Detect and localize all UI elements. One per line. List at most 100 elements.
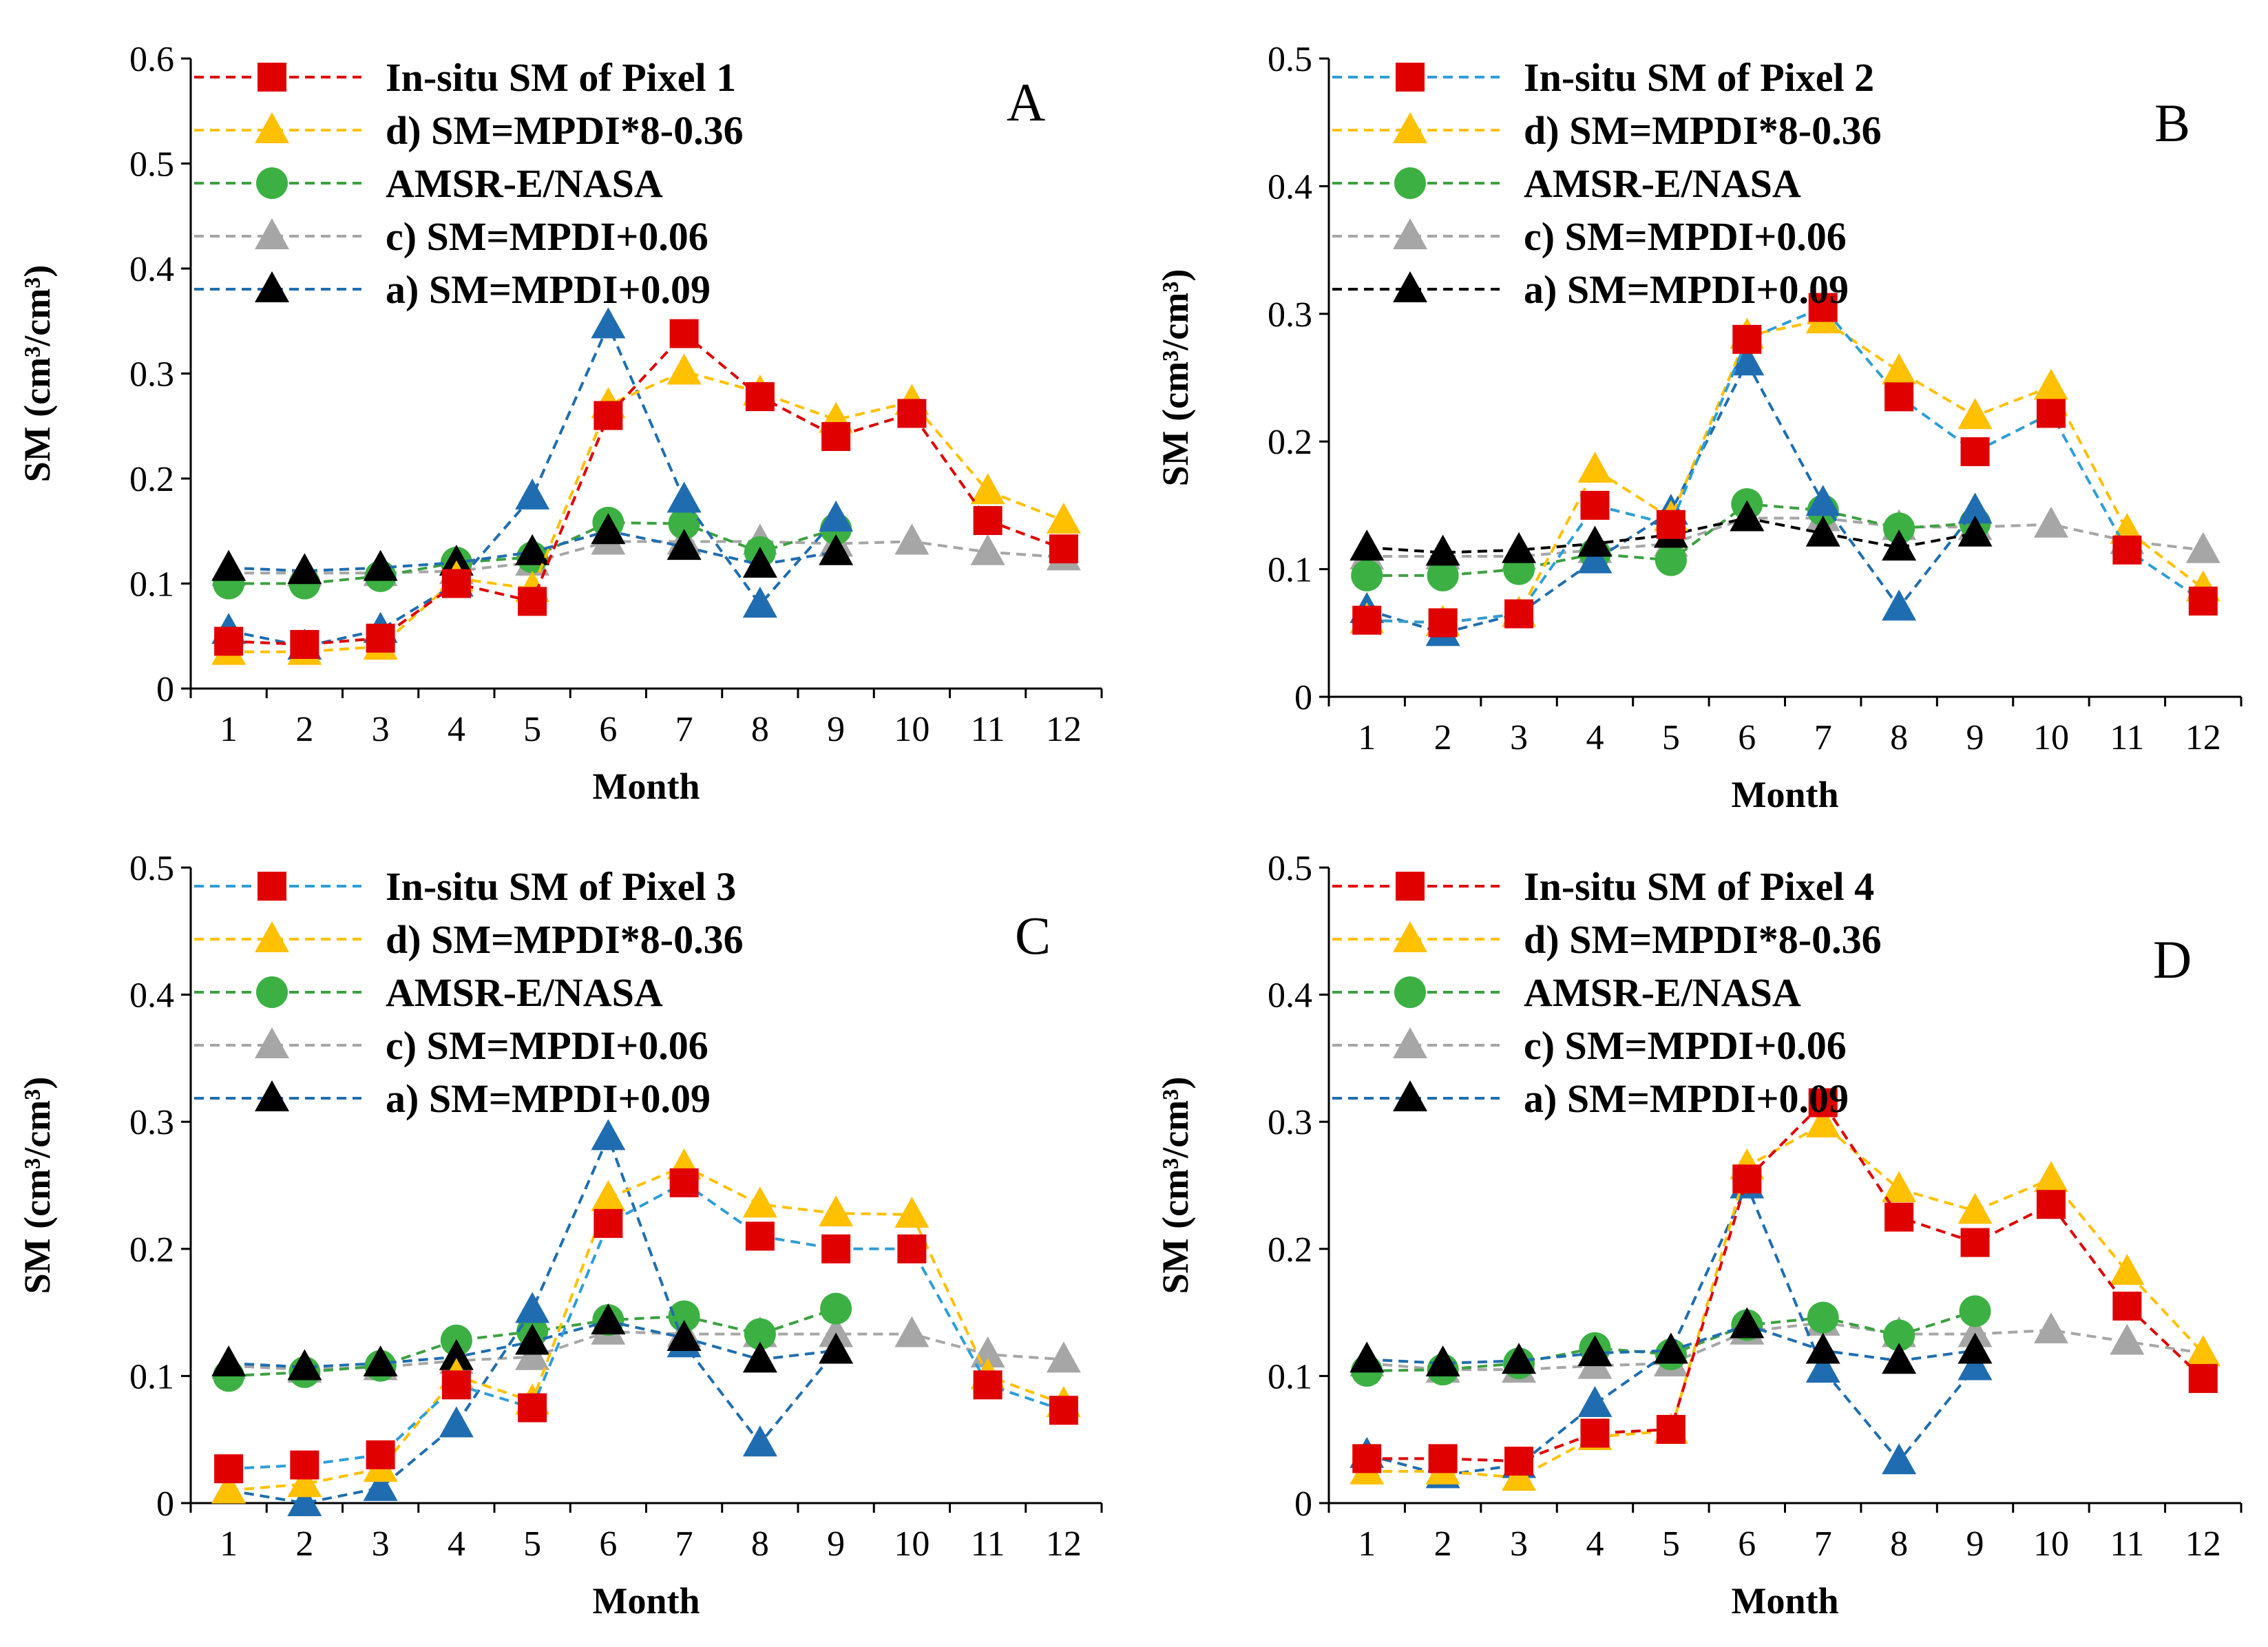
- data-point: [2185, 1335, 2220, 1367]
- data-point: [1884, 382, 1914, 412]
- legend-marker: [256, 167, 288, 199]
- x-tick-label: 11: [2110, 718, 2144, 757]
- series-d: [1350, 1106, 2220, 1491]
- x-tick-label: 1: [220, 710, 238, 749]
- series-a: [1350, 1307, 1993, 1376]
- data-point: [744, 1318, 776, 1350]
- x-tick-label: 12: [1046, 1524, 1082, 1564]
- y-tick-label: 0.4: [1268, 976, 1312, 1016]
- x-tick-label: 1: [220, 1524, 238, 1564]
- y-tick-label: 0.2: [1268, 423, 1312, 462]
- data-point: [287, 553, 322, 585]
- data-point: [1427, 559, 1459, 591]
- legend-item-c: c) SM=MPDI+0.06: [1332, 214, 1847, 259]
- data-point: [287, 1466, 322, 1498]
- series-line: [1367, 1122, 2205, 1480]
- data-point: [1882, 1343, 1917, 1374]
- y-tick-label: 0.1: [129, 1357, 174, 1396]
- data-point: [1805, 485, 1840, 516]
- data-point: [515, 478, 550, 510]
- series-a: [211, 513, 854, 585]
- series-line: [229, 540, 1064, 575]
- data-point: [742, 587, 777, 618]
- data-point: [2185, 532, 2220, 563]
- y-tick-label: 0: [156, 670, 174, 709]
- data-point: [1808, 293, 1838, 322]
- data-point: [441, 1370, 471, 1400]
- panel-letter: B: [2154, 93, 2190, 153]
- legend-marker: [258, 63, 286, 92]
- series-d: [211, 353, 1081, 665]
- data-point: [1957, 1332, 1993, 1364]
- data-point: [2036, 399, 2066, 428]
- x-tick-label: 9: [827, 710, 845, 749]
- x-tick-label: 7: [675, 710, 693, 749]
- data-point: [515, 534, 550, 565]
- legend-marker: [1393, 921, 1427, 952]
- data-point: [897, 399, 927, 428]
- data-point: [591, 513, 626, 545]
- legend-label: a) SM=MPDI+0.09: [386, 267, 711, 312]
- data-point: [819, 1195, 854, 1227]
- data-point: [1428, 1444, 1458, 1473]
- data-point: [363, 549, 398, 581]
- legend-label: In-situ SM of Pixel 1: [386, 55, 736, 100]
- data-point: [214, 1454, 244, 1484]
- legend: In-situ SM of Pixel 4 d) SM=MPDI*8-0.36 AM…: [1332, 864, 1882, 1121]
- data-point: [1656, 1414, 1686, 1444]
- y-tick-label: 0.3: [1268, 1103, 1312, 1142]
- data-point: [1957, 1316, 1993, 1347]
- series-line: [229, 1181, 1064, 1471]
- chart-panel-a: 00.10.20.30.40.50.61 2 3 4 5 6 7 8 9 10 11 12MonthS…: [17, 40, 1103, 807]
- data-point: [290, 1450, 319, 1480]
- legend: In-situ SM of Pixel 1 d) SM=MPDI*8-0.36 AM…: [194, 55, 744, 312]
- x-tick-label: 7: [675, 1524, 693, 1564]
- y-tick-label: 0.1: [1268, 551, 1312, 590]
- x-tick-label: 12: [1046, 710, 1082, 749]
- x-tick-label: 3: [1510, 1524, 1528, 1564]
- legend-item-c: c) SM=MPDI+0.06: [194, 1023, 708, 1068]
- data-point: [669, 319, 699, 348]
- legend-label: c) SM=MPDI+0.06: [1524, 214, 1847, 259]
- y-tick-label: 0.4: [1268, 167, 1312, 207]
- series-a: [1350, 500, 1993, 566]
- data-point: [594, 401, 623, 430]
- data-point: [1425, 534, 1460, 566]
- legend-label: AMSR-E/NASA: [1524, 970, 1801, 1015]
- x-tick-label: 5: [1662, 718, 1680, 757]
- x-tick-label: 6: [1738, 718, 1756, 757]
- data-point: [1884, 1202, 1914, 1232]
- x-tick-label: 10: [894, 710, 930, 749]
- legend-label: d) SM=MPDI*8-0.36: [386, 108, 744, 153]
- y-tick-label: 0: [156, 1485, 174, 1524]
- data-point: [214, 627, 244, 656]
- x-tick-label: 10: [2033, 718, 2069, 757]
- data-point: [439, 1406, 474, 1438]
- legend-marker: [256, 976, 288, 1008]
- x-tick-label: 3: [372, 1524, 390, 1564]
- y-tick-label: 0.2: [1268, 1230, 1312, 1270]
- legend-item-d: d) SM=MPDI*8-0.36: [194, 108, 744, 153]
- legend-label: In-situ SM of Pixel 3: [386, 864, 736, 909]
- y-tick-label: 0.2: [129, 1230, 174, 1270]
- data-point: [1883, 1319, 1915, 1352]
- y-tick-label: 0.5: [129, 145, 174, 185]
- data-point: [1730, 344, 1765, 376]
- x-tick-label: 2: [1434, 1524, 1452, 1564]
- data-point: [1046, 1341, 1081, 1373]
- data-point: [1957, 515, 1993, 547]
- data-point: [1504, 1447, 1534, 1476]
- legend-label: In-situ SM of Pixel 4: [1524, 864, 1874, 909]
- panel-letter: A: [1007, 72, 1045, 132]
- data-point: [1882, 529, 1917, 561]
- y-tick-label: 0.5: [129, 849, 174, 888]
- data-point: [742, 547, 777, 578]
- data-point: [1577, 1386, 1613, 1418]
- legend-marker: [255, 112, 289, 143]
- data-point: [1882, 353, 1917, 385]
- y-tick-label: 0.6: [129, 40, 174, 79]
- x-axis-title: Month: [592, 766, 700, 807]
